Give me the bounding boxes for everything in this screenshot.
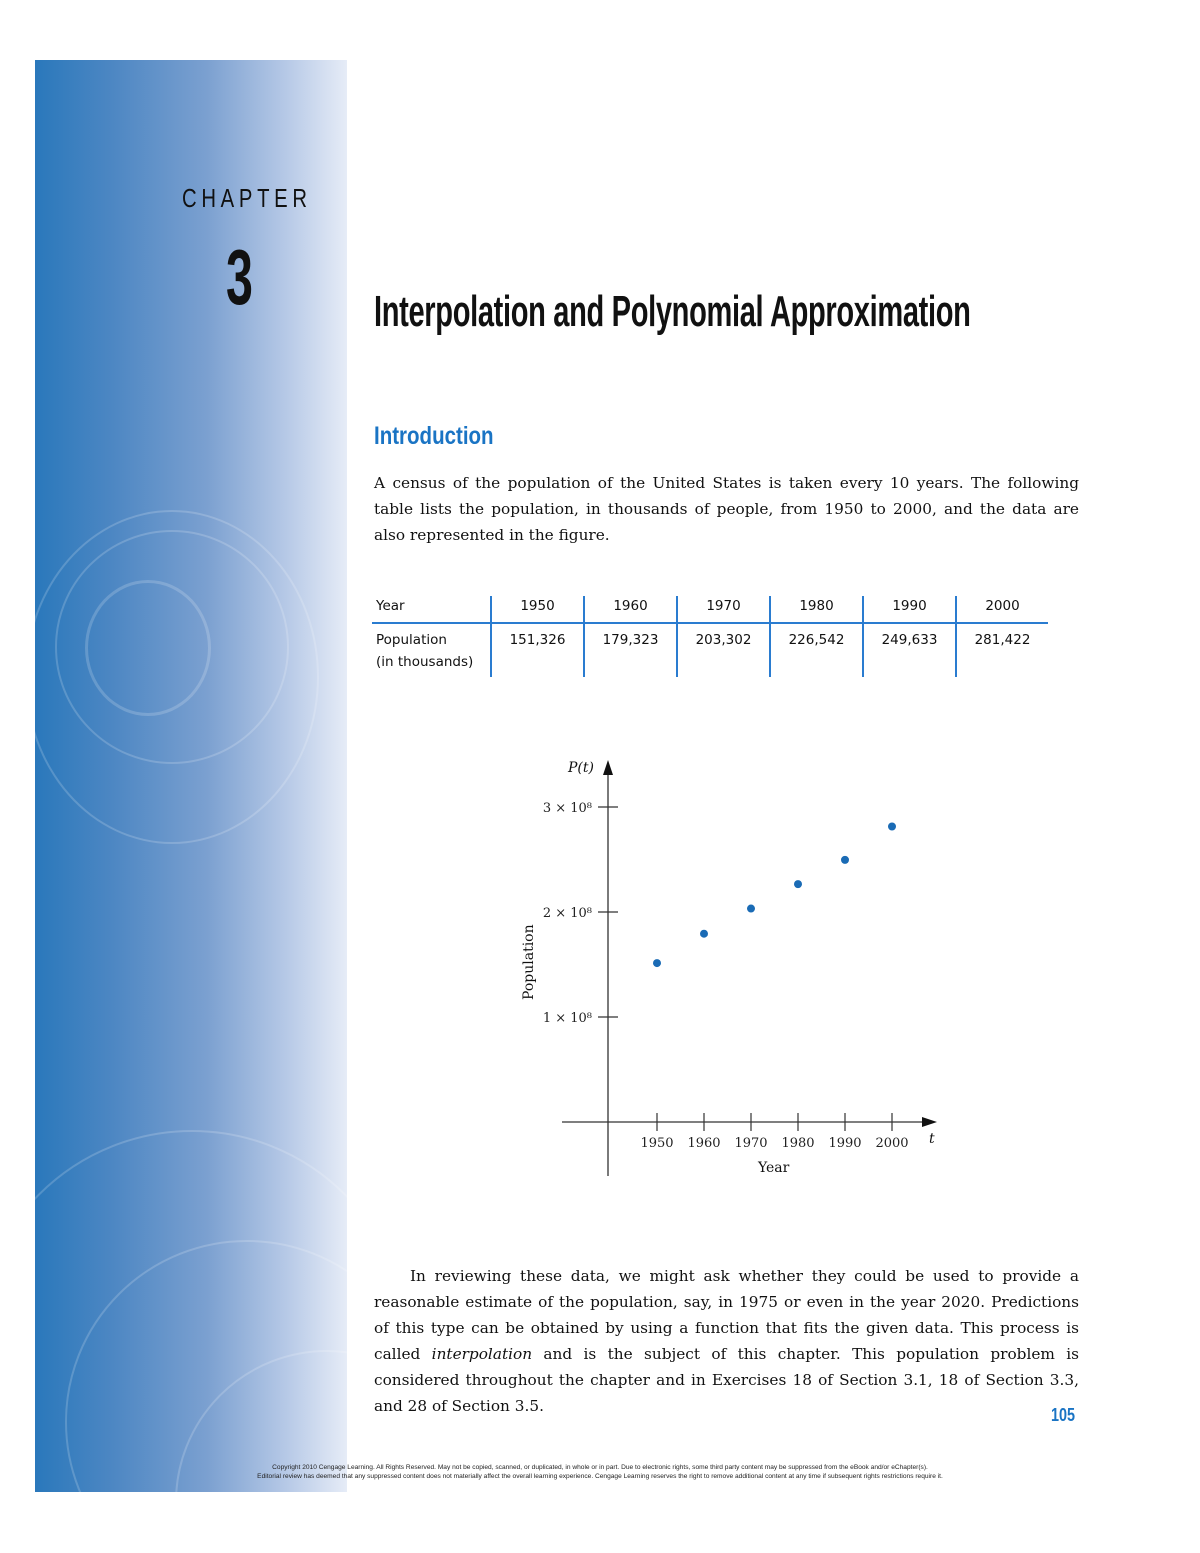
table-cell-population: 151,326 (490, 623, 584, 677)
row-header-population-line2: (in thousands) (376, 654, 474, 670)
section-heading: Introduction (374, 422, 494, 450)
table-cell-year: 1970 (676, 596, 770, 624)
row-header-population: Population (in thousands) (372, 623, 491, 677)
chapter-number: 3 (226, 233, 253, 321)
chart-canvas: P(t) t Population Year 1 × 10⁸ 2 × 10⁸ 3 ×… (521, 760, 937, 1176)
y-axis-label: Population (521, 924, 537, 1000)
x-ticks: 1950 1960 1970 1980 1990 2000 (640, 1113, 909, 1151)
data-point (888, 822, 896, 831)
y-tick-label: 3 × 10⁸ (543, 801, 592, 816)
review-text-part1: In reviewing these data, we might ask wh… (374, 1267, 1079, 1363)
x-tick-label: 1990 (828, 1136, 861, 1151)
data-point (841, 855, 849, 864)
chapter-title: Interpolation and Polynomial Approximati… (374, 287, 971, 336)
data-points (653, 822, 896, 968)
table-cell-population: 249,633 (862, 623, 956, 677)
y-axis-symbol: P(t) (567, 760, 594, 776)
population-table: Year 1950 1960 1970 1980 1990 2000 Popul… (372, 596, 1048, 677)
page-number: 105 (1051, 1405, 1076, 1425)
table-cell-population: 226,542 (769, 623, 863, 677)
x-tick-label: 1960 (687, 1136, 720, 1151)
x-tick-label: 1980 (781, 1136, 814, 1151)
data-point (747, 904, 755, 913)
y-ticks: 1 × 10⁸ 2 × 10⁸ 3 × 10⁸ (543, 801, 618, 1026)
table-row-population: Population (in thousands) 151,326 179,323… (372, 623, 1048, 677)
table-cell-year: 1980 (769, 596, 863, 624)
y-axis-arrow-icon (603, 760, 613, 775)
decorative-swirl (35, 510, 319, 844)
table-cell-population: 281,422 (955, 623, 1048, 677)
row-header-population-line1: Population (376, 632, 447, 648)
data-point (794, 880, 802, 889)
copyright-line-1: Copyright 2010 Cengage Learning. All Rig… (272, 1464, 928, 1471)
table-cell-population: 203,302 (676, 623, 770, 677)
y-tick-label: 2 × 10⁸ (543, 906, 592, 921)
data-point (653, 959, 661, 968)
x-tick-label: 2000 (875, 1136, 908, 1151)
intro-paragraph: A census of the population of the United… (374, 474, 1079, 544)
table-cell-year: 2000 (955, 596, 1048, 624)
table-cell-year: 1950 (490, 596, 584, 624)
table-cell-year: 1990 (862, 596, 956, 624)
review-paragraph: In reviewing these data, we might ask wh… (374, 1263, 1079, 1419)
x-tick-label: 1950 (640, 1136, 673, 1151)
data-point (700, 929, 708, 938)
review-text-part2: and is the subject of this chapter. This… (374, 1345, 1079, 1415)
x-tick-label: 1970 (734, 1136, 767, 1151)
decorative-swirl (85, 580, 211, 716)
population-scatter-chart: P(t) t Population Year 1 × 10⁸ 2 × 10⁸ 3 ×… (500, 750, 960, 1190)
x-axis-arrow-icon (922, 1117, 937, 1127)
chapter-side-panel (35, 60, 347, 1492)
interpolation-term: interpolation (431, 1345, 533, 1363)
y-tick-label: 1 × 10⁸ (543, 1011, 592, 1026)
x-axis-symbol: t (929, 1131, 935, 1147)
row-header-year: Year (372, 596, 491, 624)
table-cell-population: 179,323 (583, 623, 677, 677)
chapter-label: CHAPTER (182, 183, 312, 213)
table-row-year: Year 1950 1960 1970 1980 1990 2000 (372, 596, 1048, 624)
decorative-swirl (35, 1130, 347, 1492)
x-axis-label: Year (757, 1160, 790, 1176)
copyright-line-2: Editorial review has deemed that any sup… (257, 1473, 943, 1480)
table-cell-year: 1960 (583, 596, 677, 624)
